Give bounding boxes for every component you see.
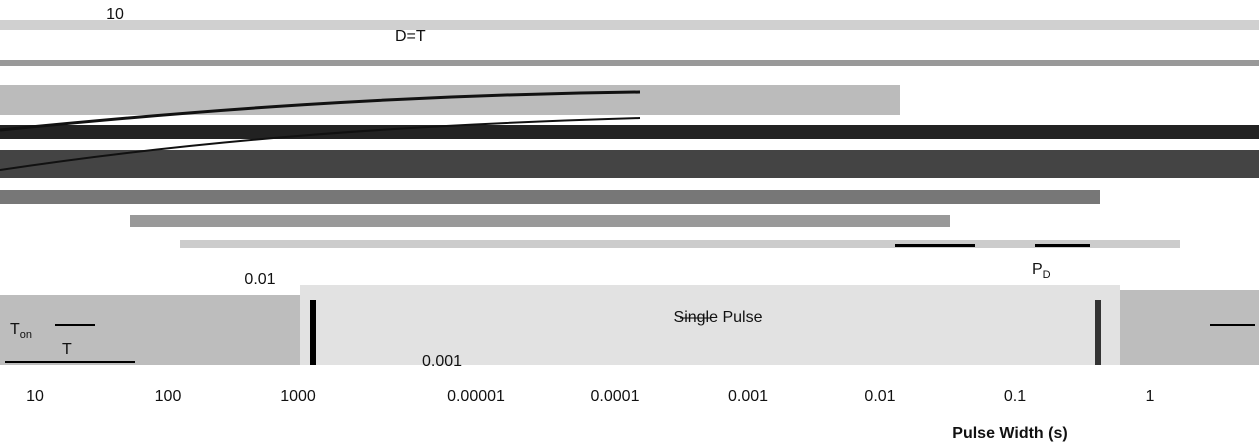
pd-sub: D — [1043, 269, 1051, 281]
annotation: Ton — [10, 321, 32, 341]
annotation: D=T — [395, 28, 426, 45]
x-tick-label: 1 — [1146, 388, 1155, 405]
y-tick-label: 10 — [106, 6, 124, 23]
curve — [0, 90, 641, 132]
x-tick-label: 100 — [155, 388, 182, 405]
band — [0, 295, 300, 365]
band — [0, 190, 1100, 204]
pulse — [895, 244, 975, 247]
ton: T — [10, 321, 20, 338]
y-tick-label: 0.001 — [422, 353, 462, 370]
band — [130, 215, 950, 227]
y-tick-label: 0.01 — [244, 271, 275, 288]
annotation: PD — [1032, 261, 1051, 281]
band — [0, 20, 1259, 30]
x-axis-title: Pulse Width (s) — [952, 425, 1067, 442]
band — [180, 240, 1180, 248]
x-tick-label: 0.00001 — [447, 388, 505, 405]
x-tick-label: 1000 — [280, 388, 316, 405]
x-tick-label: 0.0001 — [591, 388, 640, 405]
x-axis: 10 100 1000 0.00001 0.0001 0.001 0.01 0.1 1 — [26, 388, 1154, 405]
band — [0, 125, 1259, 139]
band — [0, 85, 900, 115]
band — [0, 60, 1259, 66]
x-tick-label: 0.01 — [864, 388, 895, 405]
x-tick-label: 0.001 — [728, 388, 768, 405]
band — [310, 300, 316, 365]
x-tick-label: 0.1 — [1004, 388, 1026, 405]
band — [1095, 300, 1101, 365]
annotation: Single Pulse — [674, 309, 763, 326]
pulse — [1035, 244, 1090, 247]
ton-sub: on — [20, 329, 32, 341]
band — [1120, 290, 1259, 365]
band — [300, 285, 1120, 365]
x-tick-label: 10 — [26, 388, 44, 405]
noise-bands — [0, 20, 1259, 365]
annotation: T — [62, 341, 72, 358]
curve — [0, 117, 641, 171]
pd: P — [1032, 261, 1043, 278]
band — [0, 150, 1259, 178]
